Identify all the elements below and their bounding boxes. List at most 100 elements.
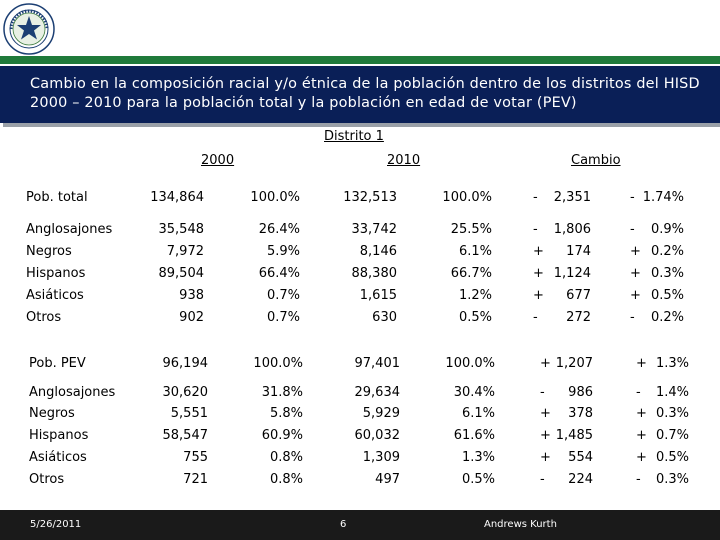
pct-2010: 1.3% (461, 450, 495, 465)
footer-date: 5/26/2011 (30, 519, 82, 530)
pct-2000: 60.9% (261, 428, 303, 443)
value-2010: 132,513 (343, 190, 397, 205)
pct-change-sign: - (630, 310, 635, 325)
table-title: Distrito 1 (324, 129, 384, 144)
pct-2010: 100.0% (445, 356, 495, 371)
value-2000: 7,972 (166, 244, 204, 259)
header-change: Cambio (571, 153, 621, 168)
pct-2010: 100.0% (442, 190, 492, 205)
pct-2010: 0.5% (458, 310, 492, 325)
value-2010: 497 (375, 472, 400, 487)
change-sign: + (540, 450, 551, 465)
change-sign: + (533, 244, 544, 259)
footer-page-number: 6 (340, 519, 347, 530)
change-sign: - (533, 190, 538, 205)
value-2010: 1,615 (359, 288, 397, 303)
pct-2000: 0.8% (269, 472, 303, 487)
pct-2000: 0.7% (266, 288, 300, 303)
pct-change-value: 0.5% (650, 288, 684, 303)
footer-bar: 5/26/2011 6 Andrews Kurth (0, 510, 720, 540)
pct-2010: 6.1% (458, 244, 492, 259)
row-label: Anglosajones (29, 385, 116, 400)
value-2010: 5,929 (362, 406, 400, 421)
title-banner: Cambio en la composición racial y/o étni… (0, 66, 720, 123)
header-divider (0, 56, 720, 64)
row-label: Pob. total (26, 190, 88, 205)
pct-change-sign: + (636, 428, 647, 443)
value-2000: 721 (183, 472, 208, 487)
pct-2010: 6.1% (461, 406, 495, 421)
footer-firm: Andrews Kurth (484, 519, 557, 530)
value-2010: 88,380 (351, 266, 398, 281)
value-2000: 89,504 (158, 266, 205, 281)
change-value: 986 (568, 385, 593, 400)
change-value: 1,207 (555, 356, 593, 371)
change-sign: - (540, 472, 545, 487)
row-label: Hispanos (26, 266, 86, 281)
row-label: Anglosajones (26, 222, 113, 237)
value-2000: 96,194 (162, 356, 209, 371)
pct-2000: 5.8% (269, 406, 303, 421)
pct-change-sign: + (630, 244, 641, 259)
change-value: 174 (566, 244, 591, 259)
pct-2000: 100.0% (250, 190, 300, 205)
header-2000: 2000 (201, 153, 235, 168)
slide-title: Cambio en la composición racial y/o étni… (30, 76, 700, 111)
pct-change-value: 1.74% (642, 190, 684, 205)
pct-2000: 26.4% (258, 222, 300, 237)
pct-change-value: 0.3% (655, 406, 689, 421)
pct-change-value: 0.3% (650, 266, 684, 281)
change-sign: + (533, 266, 544, 281)
change-sign: - (533, 310, 538, 325)
row-label: Asiáticos (26, 288, 84, 303)
row-label: Hispanos (29, 428, 89, 443)
pct-2010: 1.2% (458, 288, 492, 303)
hisd-seal-logo (3, 3, 55, 55)
pct-change-sign: + (630, 266, 641, 281)
change-value: 2,351 (553, 190, 591, 205)
pct-change-sign: - (630, 222, 635, 237)
pct-change-sign: - (630, 190, 635, 205)
pct-2010: 0.5% (461, 472, 495, 487)
pct-change-value: 0.5% (655, 450, 689, 465)
change-value: 272 (566, 310, 591, 325)
pct-2000: 5.9% (266, 244, 300, 259)
pct-change-value: 1.3% (655, 356, 689, 371)
pct-change-value: 0.7% (655, 428, 689, 443)
value-2010: 60,032 (354, 428, 401, 443)
change-sign: + (540, 428, 551, 443)
change-sign: - (533, 222, 538, 237)
row-label: Negros (29, 406, 75, 421)
row-label: Pob. PEV (29, 356, 86, 371)
value-2010: 1,309 (362, 450, 400, 465)
value-2010: 8,146 (359, 244, 397, 259)
value-2010: 97,401 (354, 356, 401, 371)
change-value: 378 (568, 406, 593, 421)
pct-change-value: 0.2% (650, 244, 684, 259)
pct-change-sign: + (636, 356, 647, 371)
change-value: 677 (566, 288, 591, 303)
value-2000: 5,551 (170, 406, 208, 421)
pct-change-sign: + (630, 288, 641, 303)
change-sign: - (540, 385, 545, 400)
pct-2000: 0.7% (266, 310, 300, 325)
value-2000: 755 (183, 450, 208, 465)
value-2000: 30,620 (162, 385, 209, 400)
pct-2000: 66.4% (258, 266, 300, 281)
header-2010: 2010 (387, 153, 421, 168)
pct-change-sign: - (636, 472, 641, 487)
pct-2010: 61.6% (453, 428, 495, 443)
value-2010: 29,634 (354, 385, 401, 400)
pct-2010: 25.5% (450, 222, 492, 237)
value-2000: 35,548 (158, 222, 205, 237)
change-value: 1,124 (553, 266, 591, 281)
pct-change-sign: + (636, 406, 647, 421)
change-sign: + (540, 406, 551, 421)
pct-change-sign: + (636, 450, 647, 465)
change-value: 1,806 (553, 222, 591, 237)
change-sign: + (540, 356, 551, 371)
row-label: Otros (26, 310, 62, 325)
pct-2010: 66.7% (450, 266, 492, 281)
value-2010: 630 (372, 310, 397, 325)
change-sign: + (533, 288, 544, 303)
